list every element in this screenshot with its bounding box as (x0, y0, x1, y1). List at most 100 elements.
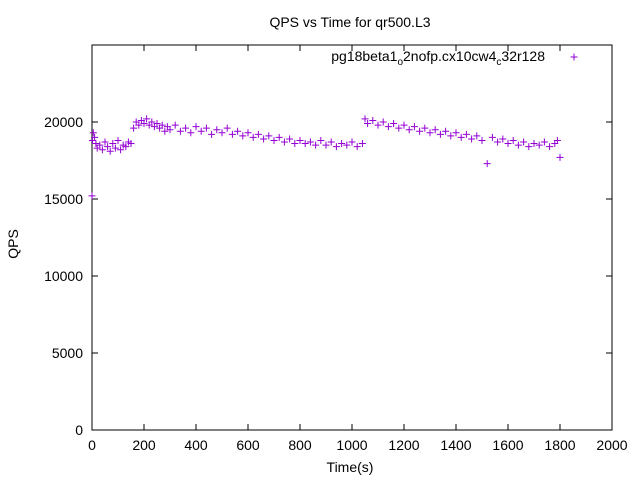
data-point (525, 143, 533, 151)
legend-marker (570, 53, 578, 61)
data-point (361, 115, 369, 123)
x-tick-label: 0 (88, 437, 96, 453)
data-point (171, 121, 179, 129)
data-point (114, 136, 122, 144)
data-point (384, 123, 392, 131)
data-point (96, 141, 104, 149)
data-point (228, 130, 236, 138)
data-point (369, 116, 377, 124)
data-point (301, 140, 309, 148)
data-point (153, 120, 161, 128)
x-tick-label: 1000 (336, 437, 367, 453)
data-point (400, 121, 408, 129)
data-point (111, 144, 119, 152)
data-point (509, 136, 517, 144)
data-point (166, 126, 174, 134)
plot-area-border (91, 44, 613, 431)
data-point (275, 133, 283, 141)
legend-subscript: o (397, 57, 403, 68)
x-tick-label: 1400 (440, 437, 471, 453)
data-point (148, 118, 156, 126)
data-point (182, 124, 190, 132)
x-tick-label: 1800 (544, 437, 575, 453)
data-point (127, 140, 135, 148)
data-point (312, 141, 320, 149)
data-point (520, 138, 528, 146)
data-point (104, 143, 112, 151)
data-point (135, 121, 143, 129)
data-point (364, 120, 372, 128)
y-tick-label: 15000 (44, 191, 83, 207)
data-point (488, 133, 496, 141)
y-tick-label: 10000 (44, 268, 83, 284)
data-point (447, 132, 455, 140)
data-point (218, 129, 226, 137)
legend-marker-plus (570, 53, 578, 61)
data-point (462, 130, 470, 138)
data-point (499, 135, 507, 143)
data-point (106, 147, 114, 155)
data-point (239, 132, 247, 140)
data-point (494, 138, 502, 146)
data-point (478, 136, 486, 144)
data-point (556, 153, 564, 161)
axis-ticks: 0 200 400 600 800 1000 1200 1400 1600 1800 2000050… (44, 45, 628, 453)
x-tick-label: 400 (184, 437, 208, 453)
data-point (468, 135, 476, 143)
legend: pg18beta1o2nofp.cx10cw4c32r128 (331, 48, 578, 68)
data-point (122, 143, 130, 151)
data-point (395, 124, 403, 132)
legend-subscript: c (496, 57, 501, 68)
data-point (374, 121, 382, 129)
data-point (249, 133, 257, 141)
data-point (91, 133, 99, 141)
data-point (405, 126, 413, 134)
data-point (431, 126, 439, 134)
data-point (280, 138, 288, 146)
x-tick-label: 200 (132, 437, 156, 453)
data-point (530, 140, 538, 148)
data-point (254, 130, 262, 138)
data-point (89, 129, 97, 137)
data-point (213, 126, 221, 134)
y-tick-label: 5000 (52, 345, 83, 361)
data-points (88, 115, 564, 200)
data-point (143, 115, 151, 123)
data-point (187, 129, 195, 137)
data-point (338, 140, 346, 148)
x-axis-label: Time(s) (327, 459, 374, 475)
legend-label: pg18beta1o2nofp.cx10cw4c32r128 (331, 48, 545, 68)
data-point (265, 132, 273, 140)
data-point (317, 136, 325, 144)
data-point (504, 140, 512, 148)
y-tick-label: 0 (75, 422, 83, 438)
data-point (92, 140, 100, 148)
data-point (353, 143, 361, 151)
data-point (223, 124, 231, 132)
data-point (348, 138, 356, 146)
data-point (514, 141, 522, 149)
data-point (421, 124, 429, 132)
data-point (202, 124, 210, 132)
data-point (260, 135, 268, 143)
data-point (327, 138, 335, 146)
data-point (291, 140, 299, 148)
data-point (343, 141, 351, 149)
x-tick-label: 1600 (492, 437, 523, 453)
x-tick-label: 800 (288, 437, 312, 453)
x-tick-label: 1200 (388, 437, 419, 453)
x-tick-label: 2000 (596, 437, 627, 453)
data-point (546, 143, 554, 151)
data-point (286, 135, 294, 143)
data-point (109, 140, 117, 148)
data-point (442, 127, 450, 135)
data-point (457, 133, 465, 141)
y-tick-label: 20000 (44, 114, 83, 130)
data-point (140, 120, 148, 128)
data-point (192, 123, 200, 131)
data-point (88, 192, 96, 200)
data-point (358, 140, 366, 148)
data-point (390, 120, 398, 128)
data-point (426, 129, 434, 137)
data-point (176, 127, 184, 135)
